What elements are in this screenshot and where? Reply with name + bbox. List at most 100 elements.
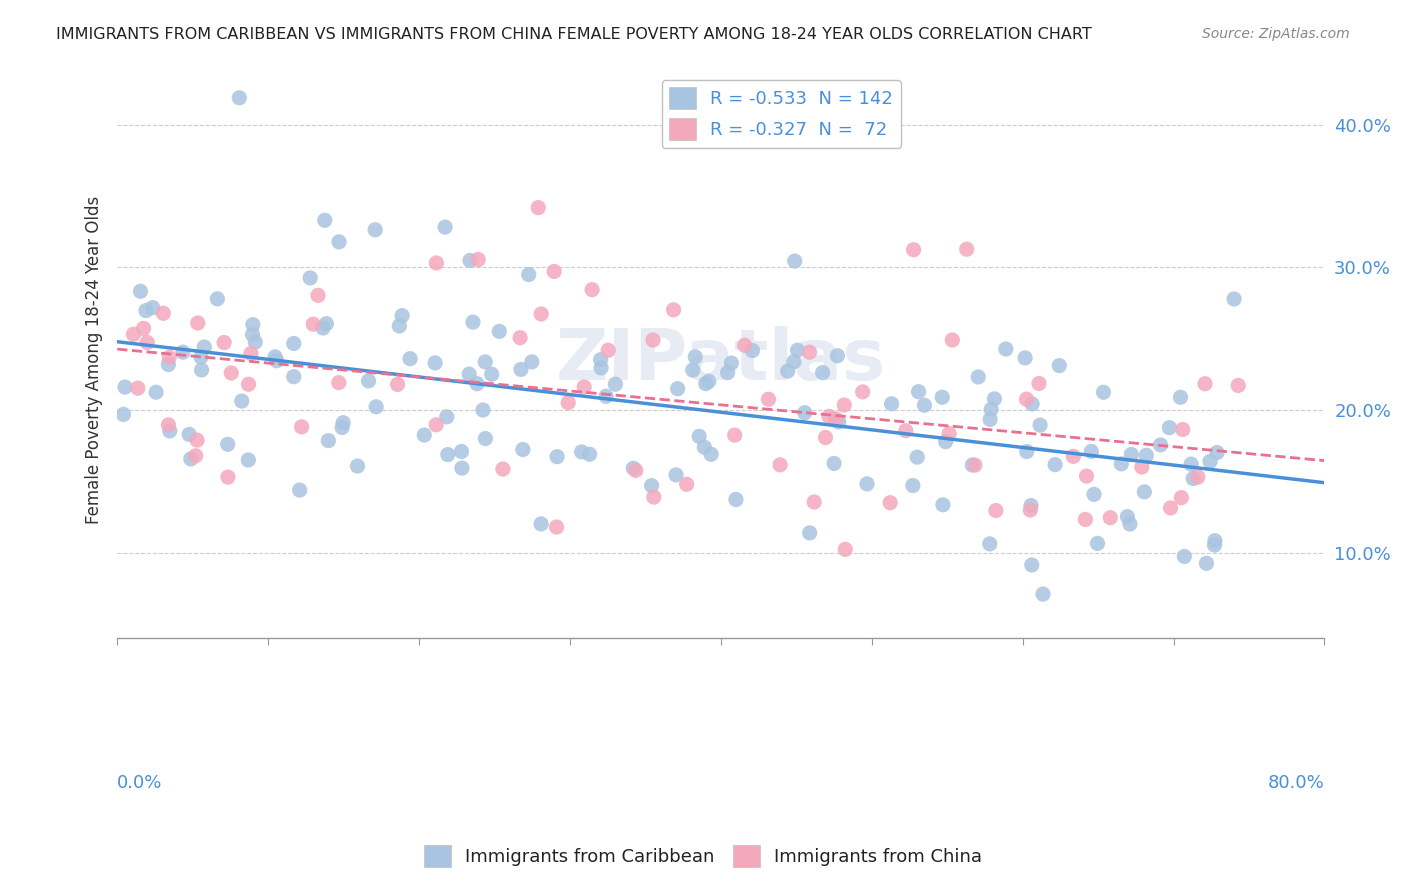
Point [1159, 420, 1181, 434]
Point [219, 366, 242, 380]
Point [894, 424, 917, 438]
Point [145, 385, 167, 400]
Point [1204, 533, 1226, 548]
Point [1014, 351, 1036, 365]
Point [184, 449, 207, 463]
Point [1227, 378, 1250, 392]
Point [238, 453, 260, 467]
Point [546, 450, 568, 464]
Point [135, 303, 157, 318]
Point [1130, 460, 1153, 475]
Point [187, 316, 209, 330]
Point [461, 315, 484, 329]
Point [931, 390, 953, 404]
Point [589, 360, 612, 375]
Point [666, 382, 689, 396]
Point [228, 91, 250, 105]
Point [1206, 445, 1229, 459]
Point [1149, 438, 1171, 452]
Point [330, 420, 353, 434]
Point [814, 430, 837, 444]
Point [595, 389, 617, 403]
Point [640, 478, 662, 492]
Point [357, 374, 380, 388]
Point [832, 398, 855, 412]
Point [724, 492, 747, 507]
Point [799, 345, 821, 359]
Point [239, 346, 262, 360]
Point [1083, 487, 1105, 501]
Point [581, 283, 603, 297]
Point [799, 525, 821, 540]
Point [1047, 359, 1070, 373]
Point [879, 496, 901, 510]
Point [450, 444, 472, 458]
Point [1021, 558, 1043, 572]
Point [1021, 397, 1043, 411]
Point [413, 428, 436, 442]
Point [980, 402, 1002, 417]
Point [643, 490, 665, 504]
Point [238, 377, 260, 392]
Point [366, 400, 388, 414]
Point [932, 498, 955, 512]
Point [724, 428, 747, 442]
Point [1099, 510, 1122, 524]
Point [1194, 376, 1216, 391]
Point [157, 358, 180, 372]
Point [488, 324, 510, 338]
Point [1160, 500, 1182, 515]
Point [391, 309, 413, 323]
Point [880, 397, 903, 411]
Point [1092, 385, 1115, 400]
Point [1074, 512, 1097, 526]
Point [481, 368, 503, 382]
Point [172, 345, 194, 359]
Point [458, 253, 481, 268]
Point [467, 252, 489, 267]
Point [793, 406, 815, 420]
Point [557, 395, 579, 409]
Point [1199, 454, 1222, 468]
Point [941, 333, 963, 347]
Point [783, 254, 806, 268]
Point [1180, 457, 1202, 471]
Point [962, 458, 984, 472]
Point [905, 450, 928, 464]
Text: IMMIGRANTS FROM CARIBBEAN VS IMMIGRANTS FROM CHINA FEMALE POVERTY AMONG 18-24 YE: IMMIGRANTS FROM CARIBBEAN VS IMMIGRANTS … [56, 27, 1092, 42]
Point [825, 412, 848, 426]
Point [1116, 509, 1139, 524]
Point [180, 452, 202, 467]
Point [963, 458, 986, 472]
Point [1015, 392, 1038, 406]
Point [217, 470, 239, 484]
Point [979, 412, 1001, 426]
Point [720, 356, 742, 370]
Point [682, 363, 704, 377]
Point [621, 461, 644, 475]
Point [695, 376, 717, 391]
Point [159, 424, 181, 438]
Point [474, 432, 496, 446]
Point [994, 342, 1017, 356]
Point [803, 495, 825, 509]
Point [907, 384, 929, 399]
Point [1062, 450, 1084, 464]
Point [242, 327, 264, 342]
Point [517, 268, 540, 282]
Point [245, 335, 267, 350]
Point [1187, 470, 1209, 484]
Point [811, 366, 834, 380]
Point [283, 369, 305, 384]
Point [328, 376, 350, 390]
Point [465, 376, 488, 391]
Point [852, 384, 875, 399]
Point [856, 476, 879, 491]
Point [1204, 538, 1226, 552]
Point [364, 223, 387, 237]
Point [912, 398, 935, 412]
Point [543, 264, 565, 278]
Point [938, 426, 960, 441]
Point [530, 516, 553, 531]
Point [299, 271, 322, 285]
